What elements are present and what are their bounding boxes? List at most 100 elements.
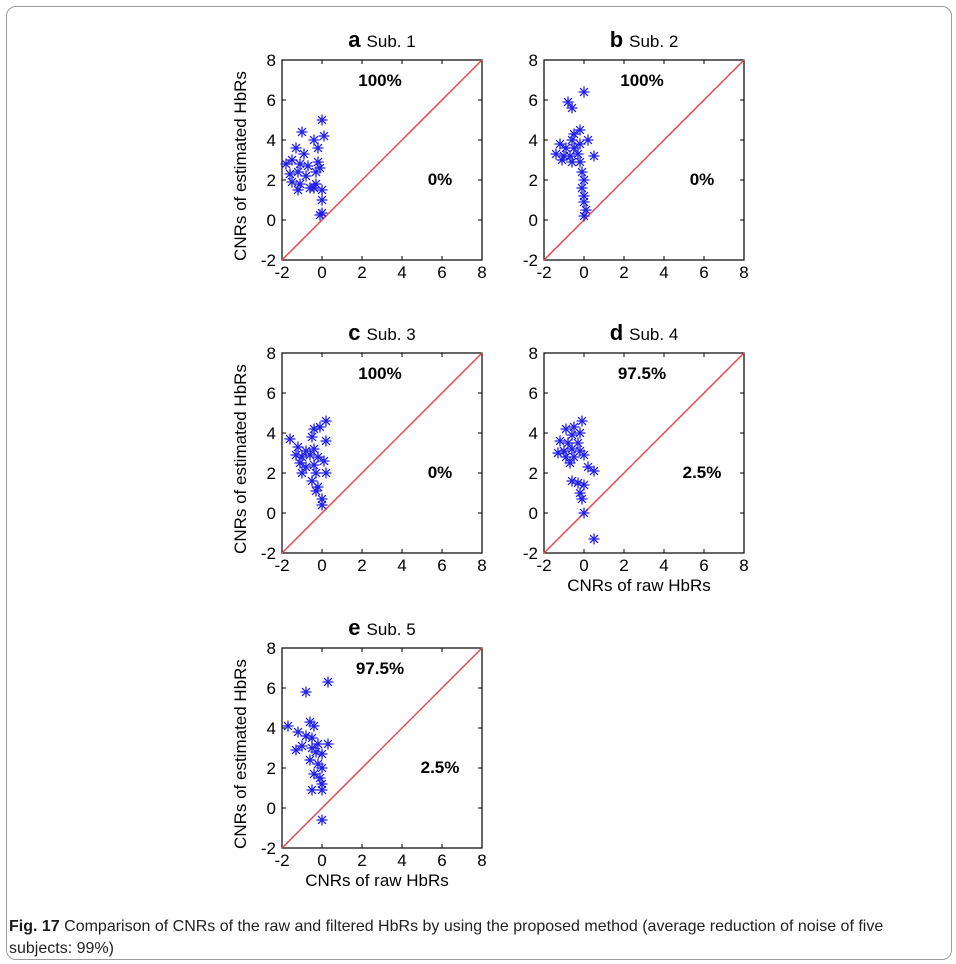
data-point [566,102,578,114]
data-point [310,485,322,497]
data-point [296,740,308,752]
data-point [564,457,576,469]
data-point [582,461,594,473]
panel-subject: Sub. 1 [367,32,416,51]
y-tick-label: -2 [523,251,538,270]
data-point [574,427,586,439]
panel-b: -2 0 2 4 6 8 -2 0 2 4 6 8 b Sub. 2 100% 0% [523,27,749,282]
data-point [296,467,308,479]
x-tick-label: 4 [659,263,668,282]
data-point [318,455,330,467]
data-point [294,158,306,170]
identity-line [281,59,483,261]
y-axis-label: CNRs of estimated HbRs [231,71,250,261]
data-point [314,209,326,221]
data-point [296,126,308,138]
figure-frame [6,6,952,960]
data-point [292,166,304,178]
data-point [566,443,578,455]
data-point [578,449,590,461]
data-point [282,720,294,732]
annotation-below: 0% [428,463,453,482]
data-point [290,142,302,154]
data-point [308,768,320,780]
data-point [322,676,334,688]
y-tick-label: 4 [267,131,276,150]
x-axis-label: CNRs of raw HbRs [567,576,711,595]
y-tick-label: 8 [267,639,276,658]
x-tick-label: -2 [536,556,551,575]
data-point [582,134,594,146]
panel-letter: b [610,27,623,52]
panel-title: d Sub. 4 [610,320,679,345]
data-point [308,182,320,194]
data-point [320,435,332,447]
y-tick-label: -2 [261,544,276,563]
annotation-below: 2.5% [683,463,722,482]
data-point [566,429,578,441]
data-point [280,158,292,170]
y-tick-label: 0 [267,211,276,230]
data-point [316,184,328,196]
panel-c: -2 0 2 4 6 8 -2 0 2 4 6 8 c Sub. 3 100% 0% CNRs of estim… [231,320,487,575]
data-point [574,156,586,168]
data-point [284,168,296,180]
annotation-below: 0% [428,170,453,189]
axes-box [543,59,745,261]
y-tick-label: 8 [267,344,276,363]
x-tick-label: 2 [619,263,628,282]
panel-letter: a [348,27,361,52]
x-tick-label: 6 [437,556,446,575]
data-point [316,499,328,511]
x-tick-label: 8 [477,556,486,575]
data-point [562,96,574,108]
panel-letter: d [610,320,623,345]
data-point [578,86,590,98]
data-point [574,124,586,136]
x-tick-label: 2 [619,556,628,575]
data-point [320,467,332,479]
data-point [572,148,584,160]
data-point [588,465,600,477]
data-point [576,493,588,505]
data-point [588,150,600,162]
y-tick-label: 0 [267,504,276,523]
annotation-below: 2.5% [421,758,460,777]
x-tick-label: 4 [397,263,406,282]
identity-line [281,647,483,849]
data-point [300,461,312,473]
data-point [298,148,310,160]
y-tick-label: 2 [529,464,538,483]
x-tick-label: -2 [274,556,289,575]
panel-title: c Sub. 3 [348,320,415,345]
data-point [312,451,324,463]
panel-letter: c [348,320,360,345]
data-point [292,726,304,738]
data-point [300,170,312,182]
data-point [578,507,590,519]
x-tick-label: 0 [317,263,326,282]
y-tick-label: 4 [267,719,276,738]
data-point [576,415,588,427]
data-point [556,154,568,166]
data-point [302,160,314,172]
data-point [308,134,320,146]
figure-caption: Fig. 17 Comparison of CNRs of the raw an… [9,916,944,960]
data-point [554,435,566,447]
y-tick-label: 0 [529,504,538,523]
panel-subject: Sub. 4 [629,325,678,344]
data-point [286,154,298,166]
panel-letter: e [348,615,360,640]
y-axis-label: CNRs of estimated HbRs [231,659,250,849]
data-point [306,431,318,443]
data-point [578,479,590,491]
identity-line [543,352,745,554]
identity-line [281,352,483,554]
x-axis-label: CNRs of raw HbRs [305,871,449,890]
data-point [568,142,580,154]
y-tick-label: 2 [529,171,538,190]
data-point [312,738,324,750]
data-point [576,166,588,178]
axes-box [281,647,483,849]
